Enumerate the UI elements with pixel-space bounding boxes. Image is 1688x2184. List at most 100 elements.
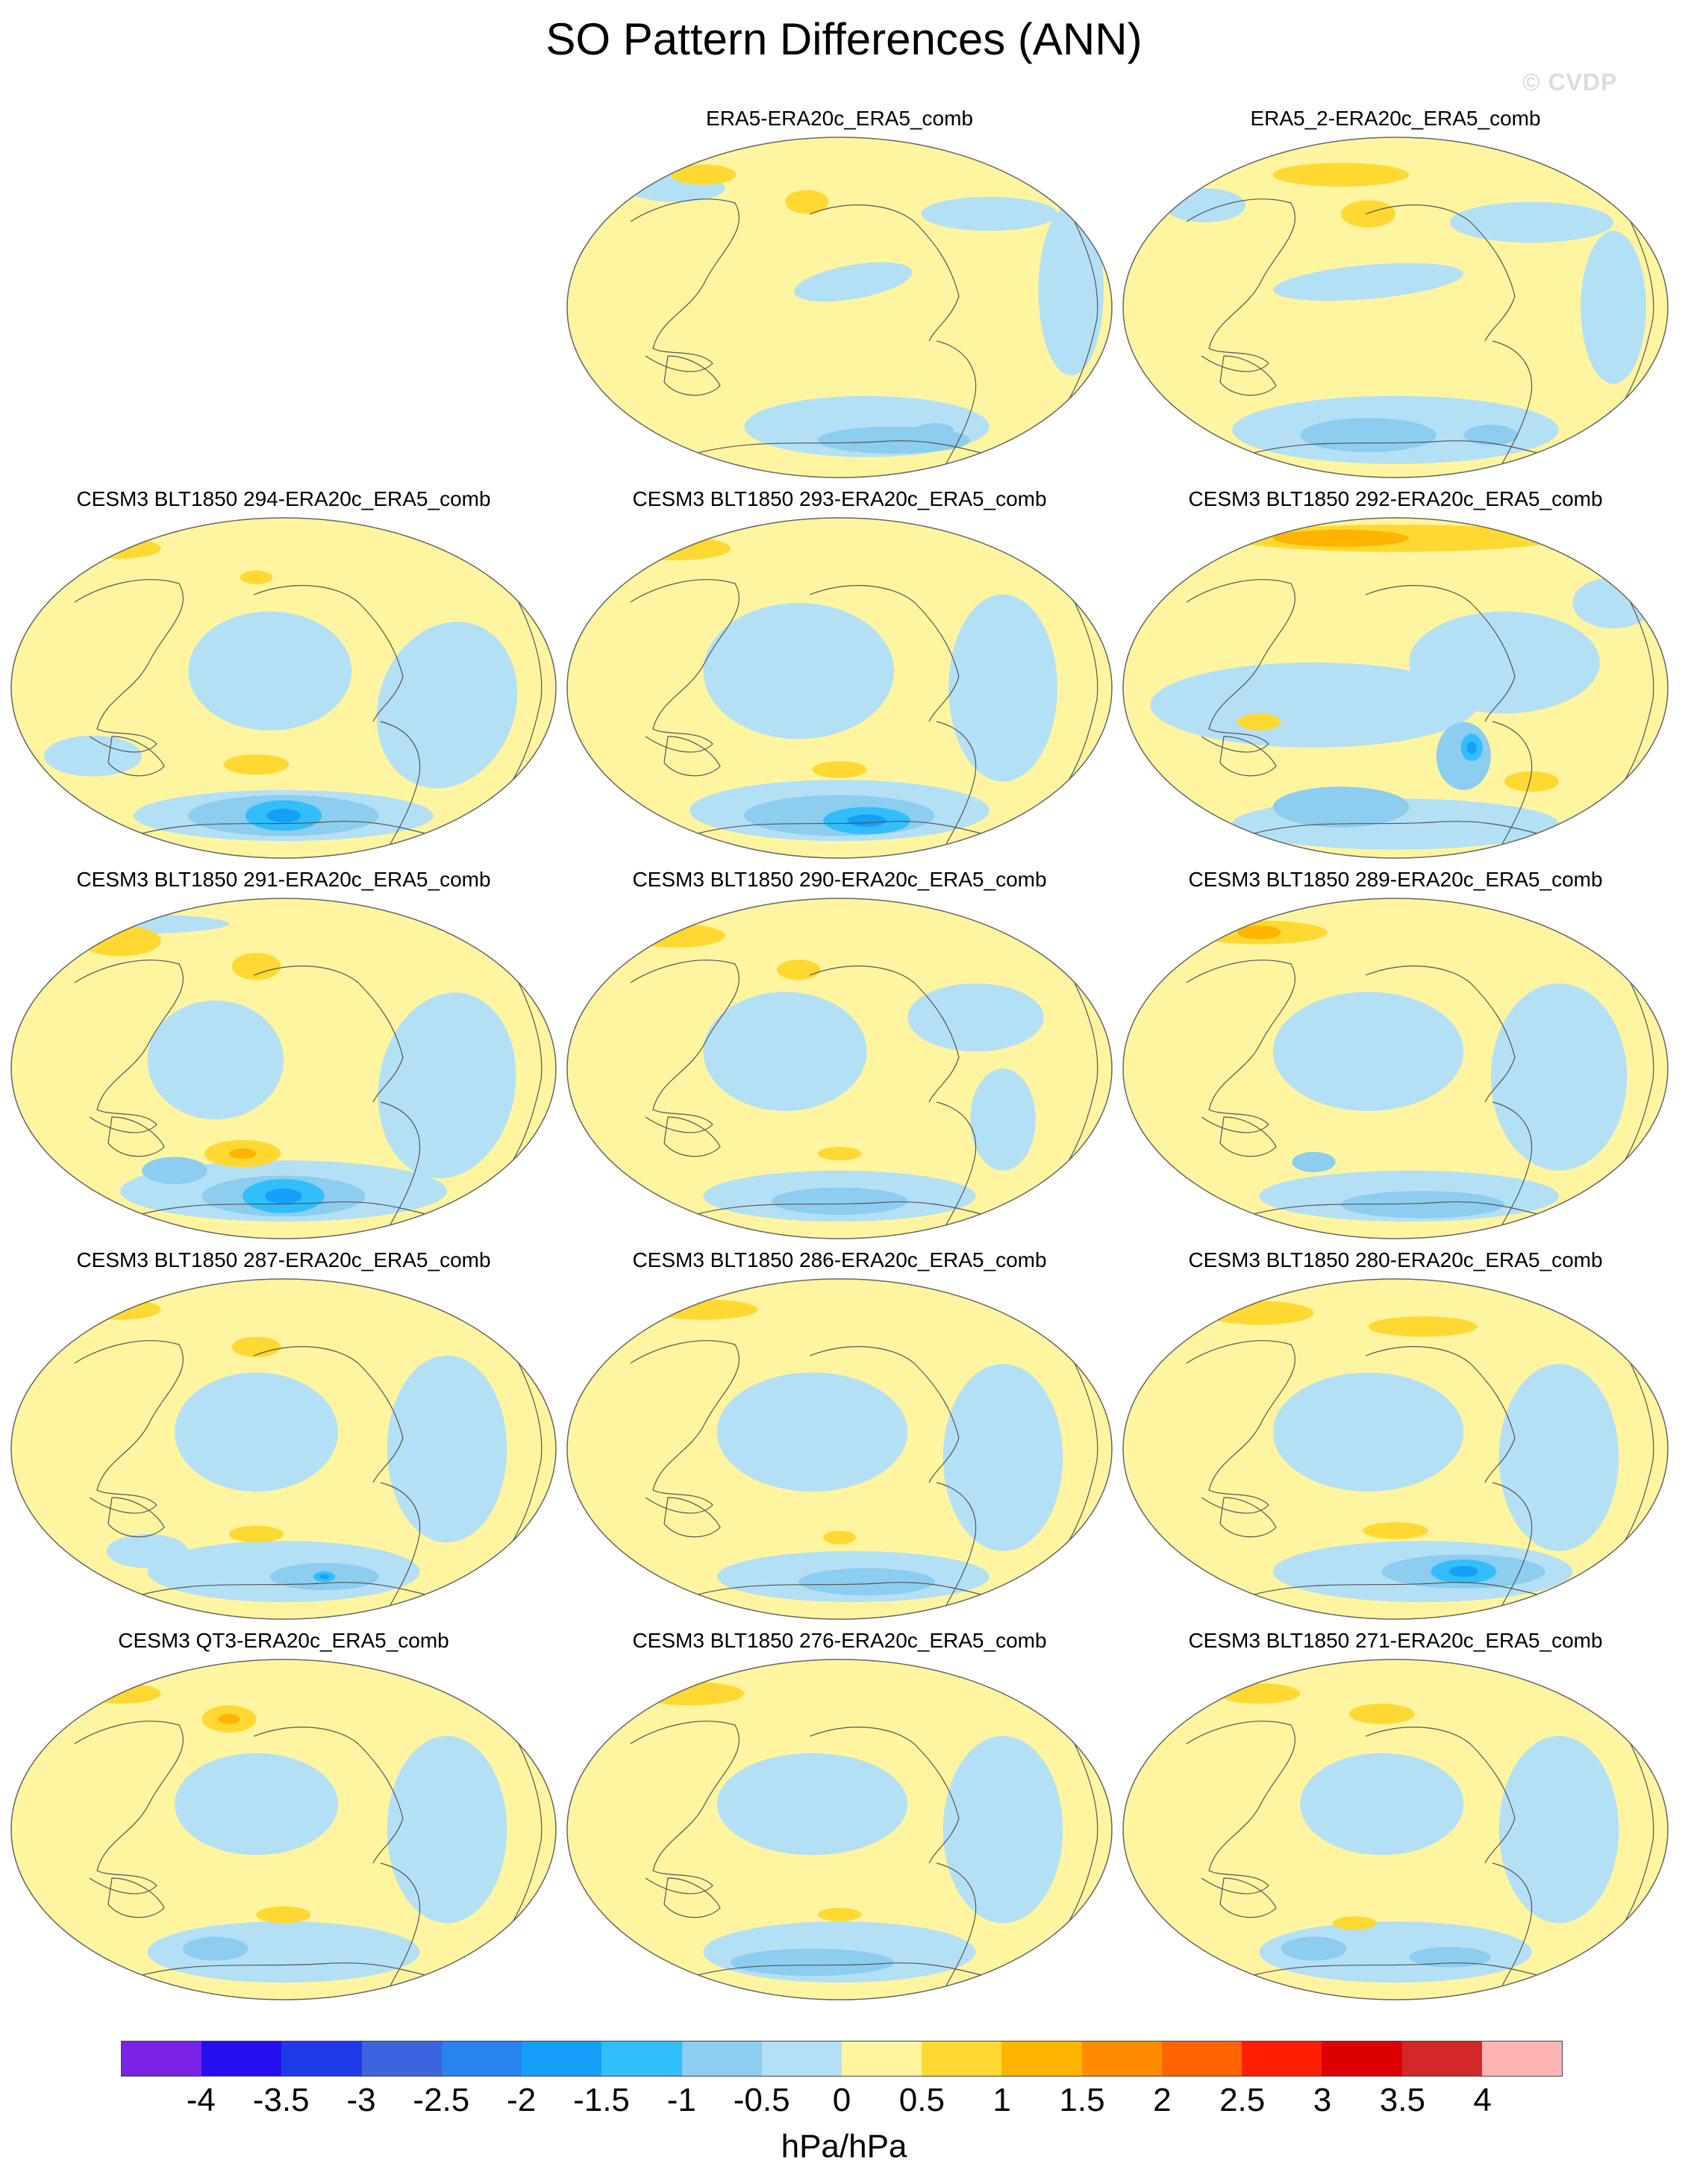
positive-anomaly	[229, 1525, 284, 1543]
coastline	[630, 198, 740, 372]
colorbar-tick-label: -2	[507, 2082, 537, 2118]
map-outline	[1122, 1659, 1669, 2000]
negative-anomaly	[1498, 1736, 1619, 1924]
map-panel: CESM3 BLT1850 276-ERA20c_ERA5_comb	[563, 1629, 1116, 2002]
positive-anomaly	[223, 754, 290, 775]
map-fill	[11, 518, 556, 858]
map-fill	[11, 1659, 556, 2000]
negative-anomaly	[716, 1372, 908, 1492]
panel-title: CESM3 BLT1850 293-ERA20c_ERA5_comb	[632, 487, 1047, 510]
coastline	[74, 579, 184, 753]
negative-anomaly	[1259, 1921, 1532, 1983]
negative-anomaly	[731, 1948, 894, 1977]
map-outline	[10, 898, 557, 1239]
negative-anomaly	[943, 1364, 1063, 1551]
coastline	[809, 966, 960, 1103]
colorbar-units: hPa/hPa	[781, 2128, 907, 2165]
negative-anomaly	[1572, 577, 1654, 629]
negative-anomaly	[387, 1355, 507, 1543]
coastline	[1219, 1497, 1277, 1538]
negative-anomaly	[1150, 662, 1478, 748]
coastline	[936, 721, 977, 849]
map-outline	[1122, 517, 1669, 859]
positive-anomaly	[1272, 163, 1410, 187]
coastline	[809, 1346, 960, 1483]
coastline	[663, 1116, 721, 1157]
positive-anomaly	[218, 1713, 240, 1724]
coastline	[630, 579, 740, 753]
colorbar-swatch	[1001, 2041, 1082, 2076]
map-panel: CESM3 BLT1850 291-ERA20c_ERA5_comb	[7, 868, 560, 1241]
colorbar-swatch	[841, 2041, 922, 2076]
coastline	[1063, 594, 1098, 789]
negative-anomaly	[1463, 425, 1519, 445]
negative-anomaly	[1450, 201, 1613, 243]
coastline	[1365, 204, 1516, 342]
map-fill	[567, 137, 1112, 478]
map-fill	[11, 1279, 556, 1619]
negative-anomaly	[948, 594, 1057, 782]
coastline	[380, 1862, 421, 1991]
colorbar-tick-label: 0	[832, 2082, 851, 2118]
negative-anomaly	[703, 992, 867, 1111]
map-fill	[567, 518, 1112, 858]
coastline	[74, 960, 184, 1133]
negative-anomaly	[142, 1157, 207, 1185]
negative-anomaly	[1273, 263, 1463, 301]
coastlines	[1186, 960, 1654, 1230]
map-panel: CESM3 BLT1850 287-ERA20c_ERA5_comb	[7, 1248, 560, 1621]
map-outline	[566, 1659, 1113, 2000]
panel-title: CESM3 QT3-ERA20c_ERA5_comb	[118, 1629, 449, 1652]
coastline	[936, 1862, 977, 1991]
coastline	[507, 974, 543, 1170]
positive-anomaly	[231, 1336, 281, 1357]
negative-anomaly	[847, 814, 887, 827]
positive-anomaly	[785, 190, 829, 214]
positive-anomaly	[817, 1907, 862, 1922]
coastline	[1186, 579, 1295, 753]
coastline	[1492, 1862, 1533, 1991]
negative-anomaly	[1490, 983, 1628, 1171]
negative-anomaly	[771, 1187, 908, 1215]
coastlines	[1186, 1721, 1654, 1991]
world-map	[566, 137, 1113, 478]
negative-anomaly	[182, 1936, 248, 1961]
coastlines	[1186, 1340, 1654, 1610]
panel-title: CESM3 BLT1850 280-ERA20c_ERA5_comb	[1188, 1248, 1603, 1271]
colorbar-swatch	[1161, 2041, 1242, 2076]
map-fill	[1123, 518, 1668, 858]
positive-anomaly	[1504, 771, 1559, 792]
map-panel: CESM3 BLT1850 280-ERA20c_ERA5_comb	[1119, 1248, 1672, 1621]
positive-anomaly	[1333, 1916, 1377, 1930]
colorbar-swatch	[1242, 2041, 1322, 2076]
coastline	[663, 355, 721, 396]
positive-anomaly	[1348, 1703, 1415, 1724]
coastline	[1063, 1736, 1098, 1931]
negative-anomaly	[916, 423, 954, 437]
coastline	[663, 736, 721, 777]
coastlines	[1186, 198, 1654, 469]
coastlines	[630, 198, 1098, 469]
figure-title: SO Pattern Differences (ANN)	[546, 14, 1142, 64]
coastlines	[74, 1340, 543, 1610]
coastline	[1492, 1482, 1533, 1610]
coastline	[380, 1482, 421, 1610]
colorbar-tick-label: -3.5	[252, 2082, 310, 2118]
colorbar-swatch	[441, 2041, 522, 2076]
coastline	[1365, 966, 1516, 1103]
world-map	[566, 1278, 1113, 1620]
negative-anomaly	[1272, 992, 1464, 1111]
coastline	[697, 821, 982, 834]
world-map	[566, 1659, 1113, 2000]
positive-anomaly	[817, 1146, 862, 1161]
panel-title: CESM3 BLT1850 290-ERA20c_ERA5_comb	[632, 868, 1047, 891]
negative-anomaly	[11, 913, 229, 934]
map-outline	[10, 1659, 557, 2000]
world-map	[1122, 517, 1669, 859]
coastline	[141, 821, 426, 834]
coastline	[1492, 1101, 1533, 1230]
map-fill	[567, 1659, 1112, 2000]
map-panel: CESM3 BLT1850 290-ERA20c_ERA5_comb	[563, 868, 1116, 1241]
colorbar-tick-label: 4	[1473, 2082, 1492, 2118]
coastline	[1619, 1355, 1654, 1551]
